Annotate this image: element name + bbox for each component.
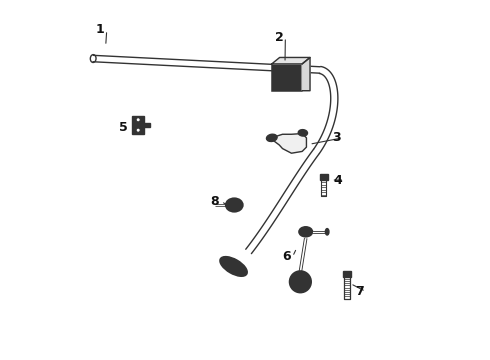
Text: 7: 7 xyxy=(355,285,364,298)
Ellipse shape xyxy=(298,130,308,136)
Text: 2: 2 xyxy=(274,31,283,44)
Bar xyxy=(272,64,302,91)
Ellipse shape xyxy=(267,134,277,141)
Bar xyxy=(144,123,150,127)
Ellipse shape xyxy=(226,198,243,212)
Ellipse shape xyxy=(297,279,303,285)
Text: 4: 4 xyxy=(334,174,342,186)
Ellipse shape xyxy=(325,229,329,235)
Ellipse shape xyxy=(278,69,295,85)
Ellipse shape xyxy=(220,257,247,276)
Bar xyxy=(132,116,144,134)
Polygon shape xyxy=(272,58,310,64)
Polygon shape xyxy=(273,134,306,153)
Ellipse shape xyxy=(225,262,231,267)
Text: 6: 6 xyxy=(282,250,291,263)
Ellipse shape xyxy=(299,227,313,237)
Polygon shape xyxy=(302,58,310,91)
Circle shape xyxy=(136,128,140,132)
Text: 5: 5 xyxy=(119,121,128,134)
Ellipse shape xyxy=(230,202,238,208)
Text: 8: 8 xyxy=(210,195,219,208)
Bar xyxy=(319,174,327,180)
Circle shape xyxy=(136,118,140,122)
Ellipse shape xyxy=(290,271,311,293)
Text: 3: 3 xyxy=(332,131,341,144)
Bar xyxy=(343,271,351,277)
Text: 1: 1 xyxy=(96,23,105,36)
Ellipse shape xyxy=(293,275,308,289)
